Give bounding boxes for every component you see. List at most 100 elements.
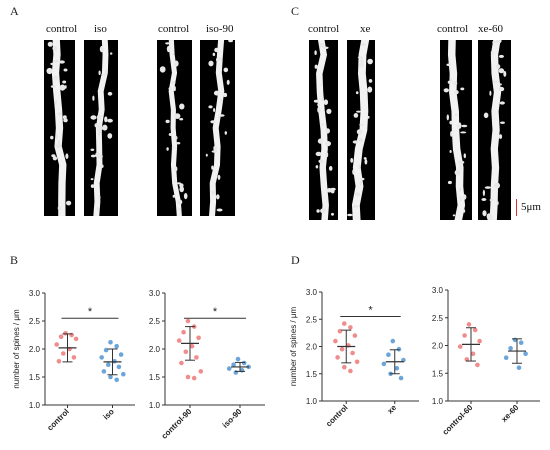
data-point (354, 359, 360, 365)
dendrite-spine (57, 112, 63, 116)
micrograph-xe-60 (478, 40, 511, 220)
dendrite-spine (321, 96, 324, 102)
dendrite-spine (217, 115, 220, 121)
data-point (101, 369, 107, 374)
dendrite-spine (352, 140, 359, 144)
x-tick-label: iso (101, 407, 116, 422)
micrograph-control-a1 (44, 40, 75, 216)
dendrite-spine (219, 114, 225, 117)
data-point (54, 342, 59, 347)
dendrite-spine (450, 131, 453, 137)
y-tick-label: 1.0 (306, 397, 318, 406)
data-point (466, 322, 472, 327)
dendrite-spine (489, 213, 492, 220)
y-tick-label: 2.0 (149, 345, 161, 354)
significance-star: * (88, 306, 93, 318)
dendrite-spine (216, 208, 223, 212)
dendrite-spine (50, 62, 55, 66)
data-point (386, 352, 391, 358)
data-point (477, 338, 482, 344)
image-label-control-c2: control (437, 23, 469, 35)
y-tick-label: 2.5 (29, 317, 41, 326)
dendrite-spine (459, 165, 462, 171)
dendrite-spine (50, 135, 54, 140)
dendrite-spine (449, 120, 453, 125)
dendrite-spine (446, 63, 452, 67)
dendrite-spine (220, 98, 223, 103)
dendrite-spine (459, 195, 463, 202)
dendrite-spine (454, 113, 458, 117)
dendrite-image (46, 40, 72, 216)
dendrite-spine (489, 90, 492, 96)
dendrite-shaft (51, 40, 67, 216)
dendrite-spine (447, 180, 452, 185)
y-tick-label: 3.0 (29, 289, 41, 298)
dendrite-spine (168, 133, 173, 136)
y-tick-label: 1.0 (432, 397, 444, 406)
data-point (516, 365, 522, 371)
dendrite-spine (174, 136, 178, 140)
dendrite-spine (104, 116, 108, 123)
dendrite-shaft (316, 40, 329, 220)
data-point (106, 362, 111, 368)
dendrite-spine (174, 166, 178, 172)
dendrite-spine (174, 113, 181, 119)
data-point (185, 318, 191, 324)
significance-star: * (368, 305, 373, 317)
dendrite-spine (55, 133, 59, 139)
dendrite-spine (59, 84, 66, 91)
dendrite-spine (359, 123, 365, 127)
dendrite-spine (357, 56, 364, 59)
dendrite-spine (364, 159, 368, 165)
dendrite-spine (64, 85, 67, 89)
dendrite-spine (492, 41, 498, 44)
dendrite-spine (173, 86, 176, 92)
data-point (108, 374, 113, 380)
dendrite-spine (211, 190, 215, 196)
dendrite-spine (90, 154, 96, 158)
data-point (198, 369, 204, 374)
scale-bar (516, 199, 517, 216)
data-point (179, 360, 184, 366)
dendrite-spine (168, 40, 173, 41)
data-point (73, 336, 79, 342)
data-point (121, 371, 126, 377)
dendrite-spine (482, 210, 487, 217)
data-point (381, 361, 387, 367)
dendrite-spine (107, 118, 113, 123)
dendrite-spine (497, 66, 500, 70)
dendrite-shaft (489, 40, 502, 220)
scale-bar-label: 5μm (521, 201, 541, 213)
dendrite-spine (493, 80, 500, 83)
y-axis-label: number of spines / μm (289, 307, 298, 387)
dendrite-spine (460, 87, 465, 91)
dendrite-spine (459, 187, 462, 192)
dendrite-spine (449, 78, 453, 82)
y-tick-label: 1.5 (306, 370, 318, 379)
data-point (116, 364, 122, 370)
dendrite-spine (107, 133, 113, 139)
dendrite-spine (52, 46, 58, 51)
data-point (335, 355, 340, 360)
y-tick-label: 3.0 (432, 286, 444, 295)
x-tick-label: iso-90 (221, 407, 244, 430)
data-point (352, 333, 358, 338)
dendrite-spine (313, 99, 319, 103)
dendrite-spine (367, 58, 373, 65)
data-point (233, 370, 239, 375)
dendrite-spine (496, 201, 499, 206)
dendrite-spine (58, 60, 65, 64)
dendrite-spine (315, 165, 319, 169)
dendrite-spine (498, 54, 504, 58)
dendrite-spine (66, 200, 72, 206)
dendrite-spine (52, 156, 58, 161)
dendrite-image (347, 40, 373, 220)
dendrite-spine (318, 159, 324, 164)
panel-letter-d: D (291, 253, 300, 267)
dendrite-spine (63, 68, 68, 72)
dendrite-spine (98, 196, 101, 199)
x-tick-label: control-90 (160, 407, 194, 441)
data-point (475, 362, 480, 368)
data-point (181, 329, 186, 335)
data-point (58, 334, 64, 340)
